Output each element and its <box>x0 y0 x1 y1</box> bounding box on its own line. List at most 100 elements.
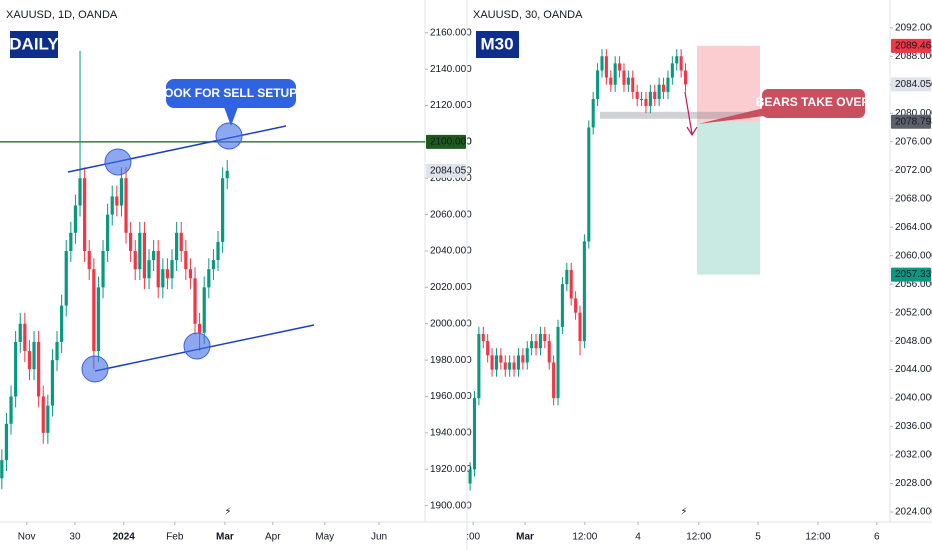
candle-body <box>578 312 582 342</box>
x-tick-label: Mar <box>516 532 534 543</box>
price-tag <box>426 134 466 149</box>
price-tag-label: 2084.050 <box>895 79 932 90</box>
callout-pointer <box>224 107 238 126</box>
candle-body <box>202 287 206 333</box>
x-tick-label: Mar <box>216 532 234 543</box>
candle-body <box>156 250 160 288</box>
event-icon: ⚡ <box>680 507 687 518</box>
candle-body <box>32 341 36 370</box>
candle-body <box>0 460 4 479</box>
candle-body <box>14 341 18 397</box>
candle-body <box>640 98 644 100</box>
candle-body <box>87 250 91 270</box>
candle-body <box>216 241 220 261</box>
candle-body <box>115 196 119 206</box>
badge <box>10 31 58 58</box>
y-tick-label: 1920.000 <box>430 464 472 475</box>
candle-body <box>110 196 114 215</box>
y-tick-label: 1940.000 <box>430 428 472 439</box>
price-tag-label: 2057.339 <box>895 269 932 280</box>
candle-body <box>477 333 481 399</box>
support-band <box>600 111 750 119</box>
arrow <box>684 91 698 137</box>
y-tick-label: 2020.000 <box>430 282 472 293</box>
candle-body <box>83 178 87 251</box>
y-tick-label: 2052.000 <box>895 307 932 318</box>
x-tick-label: Feb <box>166 532 184 543</box>
candle-body <box>622 70 626 85</box>
candle-body <box>538 333 542 349</box>
price-tag-label: 2084.050 <box>430 166 472 177</box>
candle-body <box>613 63 617 85</box>
y-tick-label: 2140.000 <box>430 64 472 75</box>
candle-body <box>27 351 32 370</box>
x-tick-label: Nov <box>18 532 36 543</box>
candle-body <box>644 98 648 107</box>
badge <box>476 31 519 58</box>
y-tick-label: 2028.000 <box>895 478 932 489</box>
badge-label: DAILY <box>9 34 59 53</box>
y-tick-label: 2092.000 <box>895 22 932 33</box>
stop-zone <box>697 45 760 122</box>
y-tick-label: 2080.000 <box>895 108 932 119</box>
candle-body <box>37 341 41 397</box>
y-tick-label: 2048.000 <box>895 336 932 347</box>
candle-body <box>653 91 657 99</box>
candle-body <box>508 362 512 370</box>
candle-body <box>133 250 137 270</box>
candle-body <box>499 355 503 363</box>
candle-body <box>648 91 652 107</box>
callout-label: LOOK FOR SELL SETUPS <box>157 86 305 100</box>
candle-body <box>521 355 525 363</box>
candle-body <box>138 232 142 270</box>
y-tick-label: 2036.000 <box>895 421 932 432</box>
highlight <box>183 332 211 360</box>
candle-body <box>657 84 661 99</box>
price-tag-label: 2089.464 <box>895 40 932 51</box>
candle-body <box>60 305 64 342</box>
candle-body <box>516 355 520 370</box>
trend-line <box>67 125 287 173</box>
candle-body <box>18 323 22 342</box>
candle-body <box>604 56 608 78</box>
y-tick-label: 2064.000 <box>895 222 932 233</box>
candle-body <box>152 250 156 261</box>
price-tag-label: 2078.798 <box>895 116 932 127</box>
y-tick-label: 2040.000 <box>895 393 932 404</box>
badge-label: M30 <box>480 34 513 53</box>
candle-body <box>225 170 229 179</box>
y-tick-label: 2032.000 <box>895 450 932 461</box>
candle-body <box>618 63 622 71</box>
y-tick-label: 2120.000 <box>430 100 472 111</box>
chart-title: XAUUSD, 30, OANDA <box>473 9 583 21</box>
candle-body <box>129 232 133 251</box>
chart-title: XAUUSD, 1D, OANDA <box>6 9 118 21</box>
candle-body <box>170 260 174 279</box>
candle-body <box>494 355 498 370</box>
candle-body <box>486 341 490 356</box>
candle-body <box>188 269 193 279</box>
price-tag <box>891 38 931 53</box>
y-tick-label: 2068.000 <box>895 193 932 204</box>
event-icon: ⚡ <box>224 507 231 518</box>
candle-body <box>211 260 216 270</box>
candle-body <box>221 178 225 242</box>
candle-body <box>574 298 578 313</box>
candle-body <box>193 278 197 324</box>
candle-body <box>4 423 9 461</box>
candle-body <box>591 98 595 128</box>
candle-body <box>179 232 183 251</box>
candle-body <box>69 232 73 251</box>
x-tick-label: 12:00 <box>805 532 830 543</box>
x-tick-label: 6 <box>874 532 880 543</box>
candle-body <box>552 362 556 399</box>
candle-body <box>55 341 59 361</box>
y-tick-label: 2040.000 <box>430 246 472 257</box>
candle-body <box>670 63 674 78</box>
highlight <box>215 122 243 150</box>
x-tick-label: 30 <box>69 532 81 543</box>
candle-body <box>64 250 68 306</box>
candle-body <box>481 333 485 342</box>
candle-body <box>635 91 639 99</box>
